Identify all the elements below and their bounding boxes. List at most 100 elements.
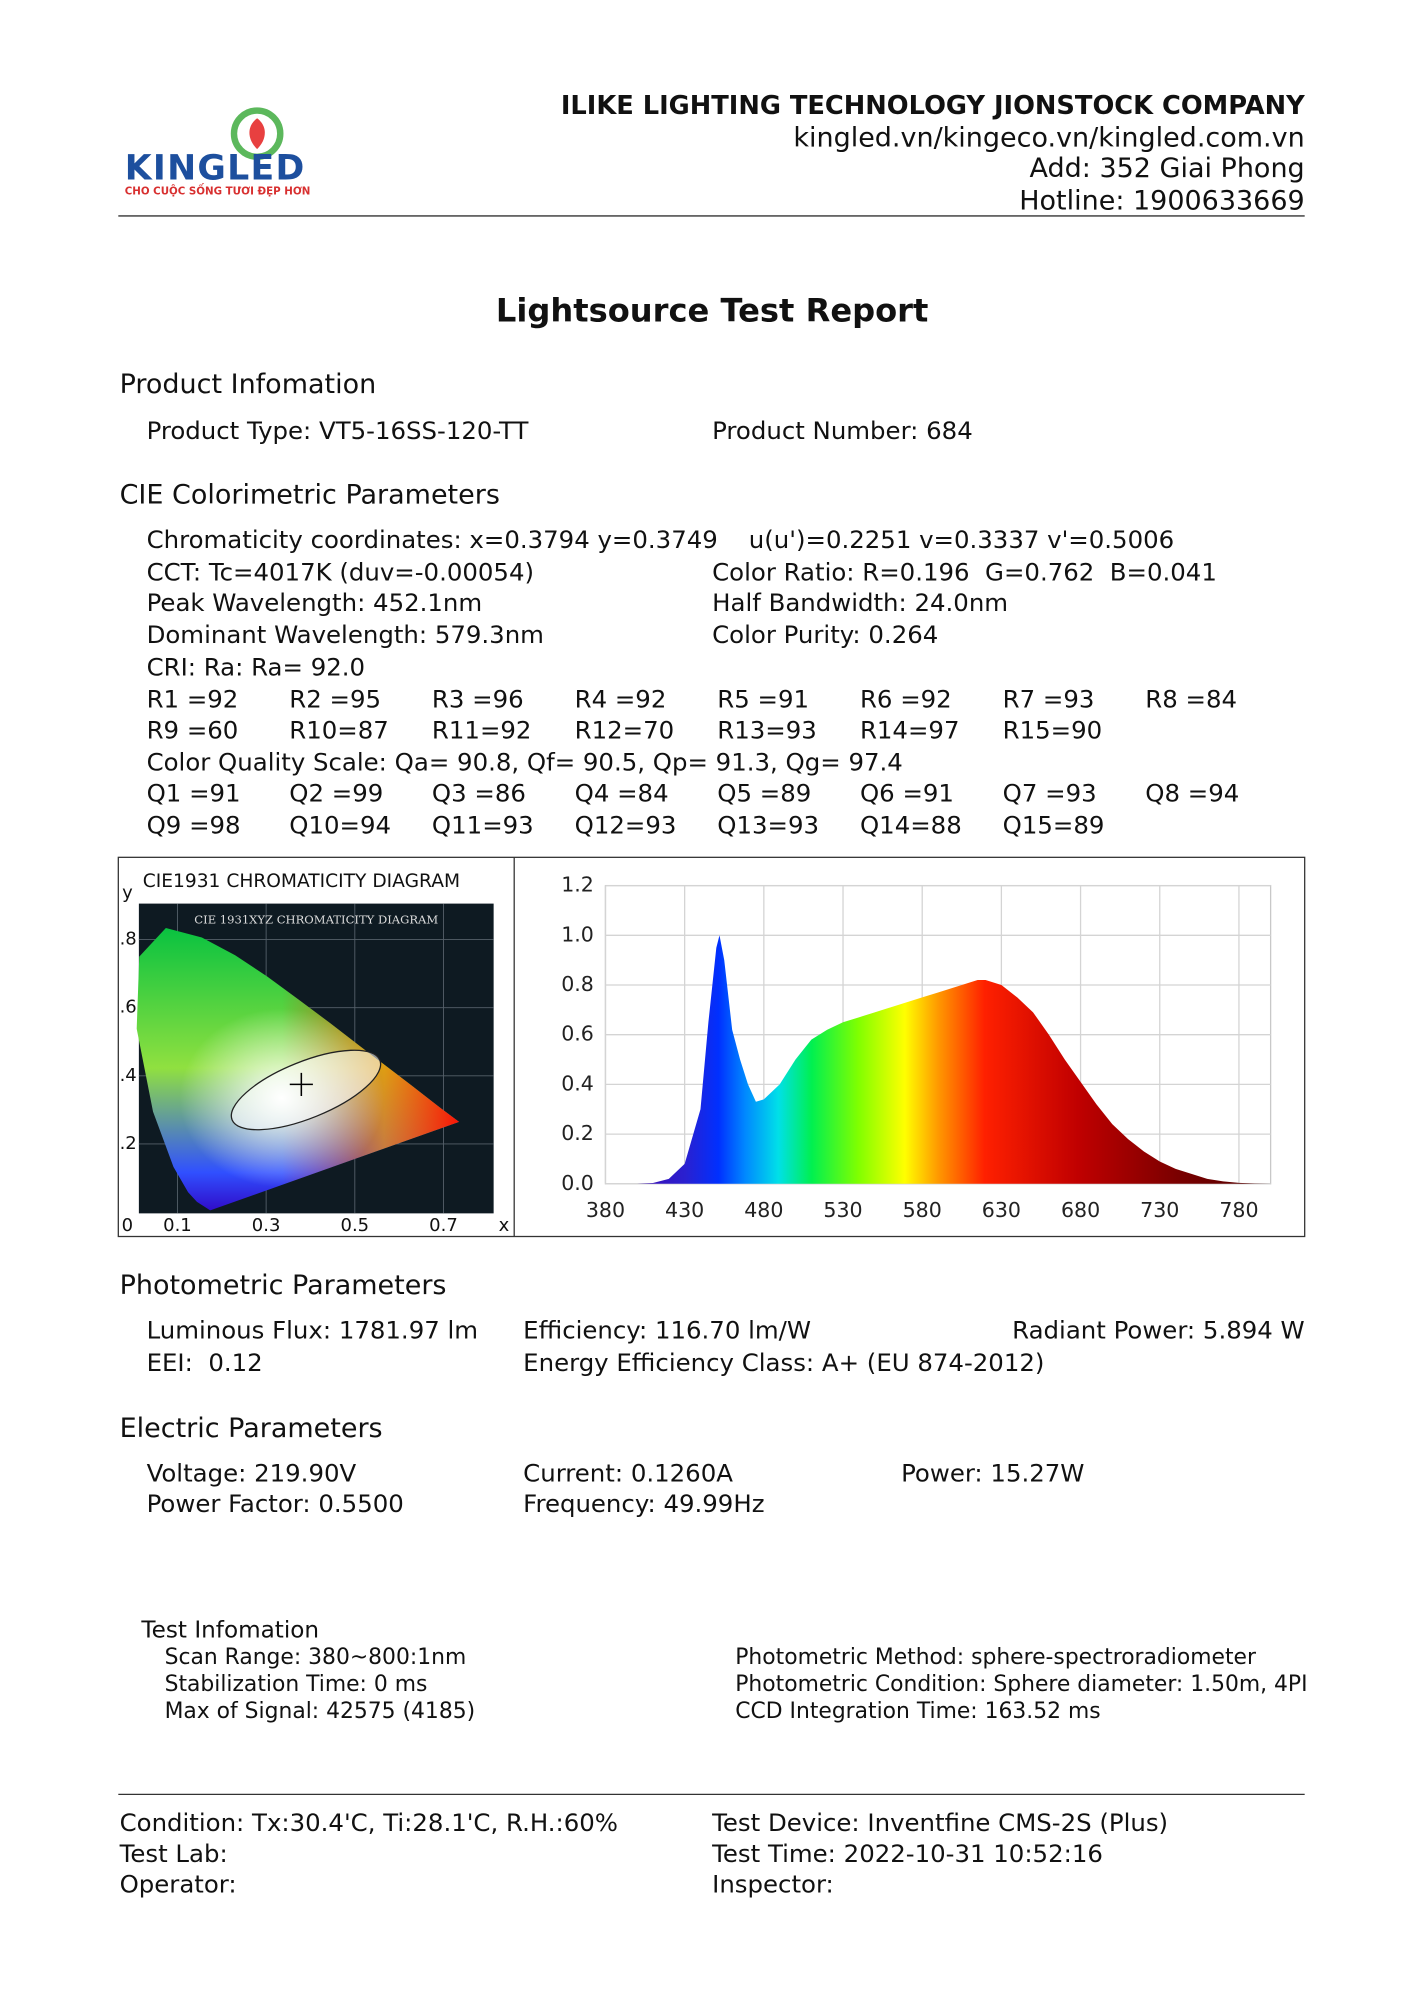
y-tick-label: .4 <box>120 1065 137 1086</box>
hotline: Hotline: 1900633669 <box>1019 185 1304 216</box>
y-tick-label: 1.0 <box>561 922 594 946</box>
report-title: Lightsource Test Report <box>496 291 929 329</box>
index-value: Q13=93 <box>717 810 819 839</box>
logo: KINGLED CHO CUỘC SỐNG TƯƠI ĐẸP HƠN <box>125 107 311 198</box>
field: Stabilization Time: 0 ms <box>165 1672 428 1697</box>
field: Radiant Power: 5.894 W <box>1012 1316 1305 1345</box>
field: Color Purity: 0.264 <box>712 620 938 649</box>
field: Photometric Condition: Sphere diameter: … <box>735 1672 1307 1697</box>
y-tick-label: .2 <box>120 1133 137 1154</box>
y-tick-label: 0.6 <box>561 1022 594 1046</box>
index-value: R11=92 <box>432 715 532 744</box>
address: Add: 352 Giai Phong <box>1030 153 1305 184</box>
x-tick-label: 630 <box>982 1198 1021 1222</box>
field: Power: 15.27W <box>901 1458 1084 1487</box>
index-value: Q6 =91 <box>860 778 954 807</box>
index-value: R1 =92 <box>147 685 239 714</box>
section-heading: Test Infomation <box>140 1618 319 1644</box>
index-value: Q5 =89 <box>717 778 811 807</box>
x-tick-label: 680 <box>1061 1198 1100 1222</box>
cie-diagram: CIE1931 CHROMATICITY DIAGRAM y x CIE 193… <box>120 871 510 1236</box>
chart-frame <box>117 856 1306 1238</box>
field: Energy Efficiency Class: A+ (EU 874-2012… <box>523 1348 1044 1377</box>
field: Power Factor: 0.5500 <box>147 1489 404 1518</box>
x-tick-label: 0 <box>122 1215 133 1236</box>
x-tick-label: 380 <box>586 1198 625 1222</box>
index-value: R14=97 <box>860 715 960 744</box>
x-tick-label: 730 <box>1140 1198 1179 1222</box>
index-value: R5 =91 <box>717 685 809 714</box>
x-tick-label: 430 <box>665 1198 704 1222</box>
field: Voltage: 219.90V <box>147 1458 357 1487</box>
logo-leaf <box>249 118 265 150</box>
index-value: Q9 =98 <box>147 810 241 839</box>
cie-title: CIE1931 CHROMATICITY DIAGRAM <box>143 871 460 892</box>
field: Color Ratio: R=0.196 G=0.762 B=0.041 <box>712 557 1217 586</box>
index-value: Q12=93 <box>575 810 677 839</box>
field: Max of Signal: 42575 (4185) <box>165 1699 476 1724</box>
field: Scan Range: 380~800:1nm <box>165 1645 467 1670</box>
index-value: R15=90 <box>1003 715 1103 744</box>
y-tick-label: 0.2 <box>561 1121 594 1145</box>
field: CCT: Tc=4017K (duv=-0.00054) <box>147 557 534 586</box>
field: Chromaticity coordinates: x=0.3794 y=0.3… <box>147 525 1175 554</box>
index-value: R2 =95 <box>289 685 381 714</box>
index-value: Q11=93 <box>432 810 534 839</box>
field: CCD Integration Time: 163.52 ms <box>735 1699 1100 1724</box>
index-value: R9 =60 <box>147 715 239 744</box>
y-tick-label: .8 <box>120 929 137 950</box>
field: Peak Wavelength: 452.1nm <box>147 588 483 617</box>
field: Frequency: 49.99Hz <box>523 1489 764 1518</box>
x-tick-label: 780 <box>1219 1198 1258 1222</box>
x-tick-label: 0.5 <box>341 1215 370 1236</box>
field: Operator: <box>120 1870 237 1899</box>
chromaticity-point <box>289 1072 313 1096</box>
x-tick-label: 480 <box>744 1198 783 1222</box>
logo-ring <box>230 107 284 161</box>
index-value: R4 =92 <box>575 685 667 714</box>
spectrum-chart: 0.0 0.2 0.4 0.6 0.8 1.0 1.2 380 430 480 530 580 630 6… <box>561 873 1272 1222</box>
field: Test Time: 2022-10-31 10:52:16 <box>711 1839 1103 1868</box>
field: Inspector: <box>712 1870 834 1899</box>
x-axis-label: x <box>499 1215 510 1236</box>
field: Test Device: Inventfine CMS-2S (Plus) <box>711 1808 1168 1837</box>
index-value: R10=87 <box>289 715 389 744</box>
y-tick-label: 0.8 <box>561 972 594 996</box>
field: Half Bandwidth: 24.0nm <box>712 588 1008 617</box>
cie-ellipse <box>230 1049 382 1131</box>
index-value: R12=70 <box>575 715 675 744</box>
index-value: R6 =92 <box>860 685 952 714</box>
index-value: Q15=89 <box>1003 810 1105 839</box>
field: Product Type: VT5-16SS-120-TT <box>147 416 529 445</box>
x-tick-label: 530 <box>823 1198 862 1222</box>
field: Dominant Wavelength: 579.3nm <box>147 620 544 649</box>
y-axis-label: y <box>122 882 133 903</box>
section-heading: CIE Colorimetric Parameters <box>120 480 500 511</box>
index-grid: R1 =92 R2 =95 R3 =96 R4 =92 R5 =91 R6 =92 R7 =… <box>147 685 1240 840</box>
logo-text: KINGLED <box>125 149 306 189</box>
field: Current: 0.1260A <box>523 1458 733 1487</box>
index-value: R13=93 <box>717 715 817 744</box>
field: Color Quality Scale: Qa= 90.8, Qf= 90.5,… <box>147 747 903 776</box>
spectrum-area <box>605 935 1271 1184</box>
field: Condition: Tx:30.4'C, Ti:28.1'C, R.H.:60… <box>120 1808 618 1837</box>
company: ILIKE LIGHTING TECHNOLOGY JIONSTOCK COMP… <box>561 91 1305 121</box>
slogan: CHO CUỘC SỐNG TƯƠI ĐẸP HƠN <box>125 183 311 198</box>
field: Efficiency: 116.70 lm/W <box>523 1316 811 1345</box>
index-value: R7 =93 <box>1003 685 1095 714</box>
cie-image-title: CIE 1931XYZ CHROMATICITY DIAGRAM <box>194 912 438 926</box>
y-tick-label: 1.2 <box>561 873 594 897</box>
y-tick-label: .6 <box>120 997 137 1018</box>
x-tick-label: 0.7 <box>429 1215 458 1236</box>
website: kingled.vn/kingeco.vn/kingled.com.vn <box>793 122 1304 153</box>
field: Luminous Flux: 1781.97 lm <box>147 1316 479 1345</box>
field: EEI: 0.12 <box>147 1348 263 1377</box>
y-tick-label: 0.0 <box>561 1171 594 1195</box>
index-value: Q2 =99 <box>289 778 383 807</box>
index-value: R8 =84 <box>1145 685 1237 714</box>
index-value: Q14=88 <box>860 810 962 839</box>
field: CRI: Ra: Ra= 92.0 <box>147 652 365 681</box>
index-value: Q3 =86 <box>432 778 526 807</box>
